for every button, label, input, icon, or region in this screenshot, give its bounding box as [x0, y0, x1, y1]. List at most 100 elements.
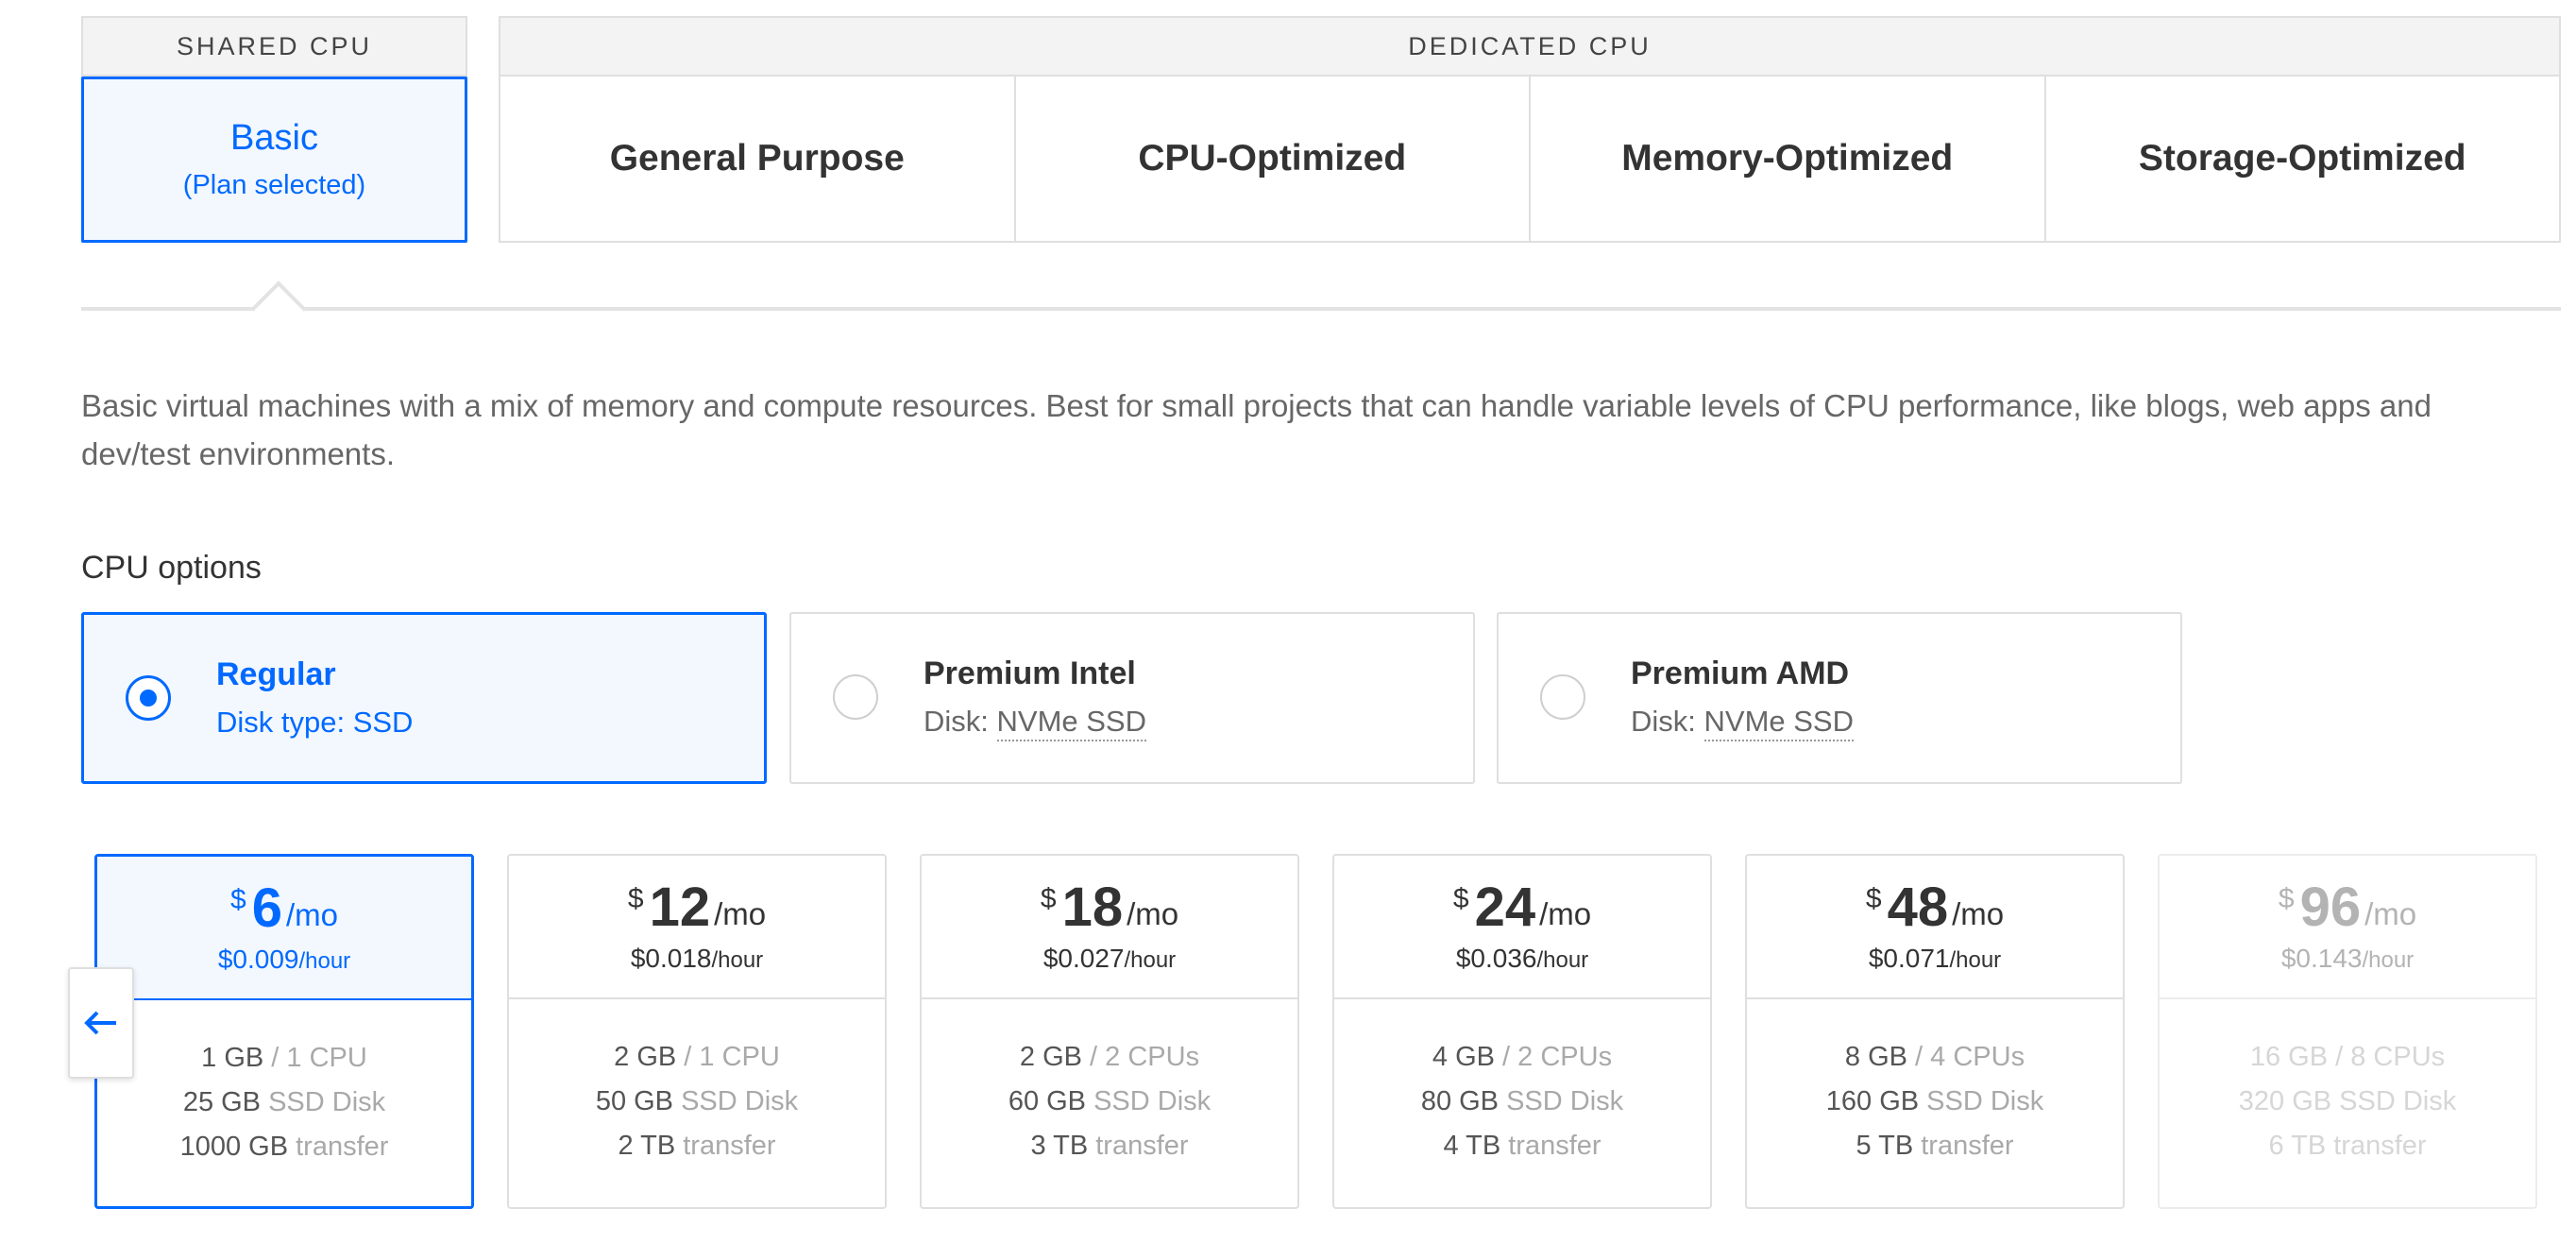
- tab-pointer: [250, 281, 307, 337]
- cpu-count: / 2 CPUs: [1082, 1042, 1200, 1072]
- disk-type: SSD Disk: [2331, 1086, 2457, 1116]
- monthly-price: 6: [251, 877, 282, 939]
- scroll-left-button[interactable]: [68, 967, 134, 1079]
- currency-symbol: $: [2278, 883, 2295, 914]
- per-hour: /hour: [711, 947, 764, 973]
- plan-card-12[interactable]: $12/mo $0.018/hour 2 GB / 1 CPU 50 GB SS…: [507, 854, 887, 1209]
- plan-card-6[interactable]: $6/mo $0.009/hour 1 GB / 1 CPU 25 GB SSD…: [94, 854, 474, 1209]
- transfer: 3 TB: [1030, 1131, 1089, 1161]
- radio-selected-icon[interactable]: [126, 675, 171, 721]
- plan-price: $96/mo $0.143/hour: [2160, 856, 2535, 999]
- transfer-label: transfer: [2326, 1131, 2427, 1161]
- hourly-price: $0.036: [1455, 944, 1537, 973]
- transfer-label: transfer: [1088, 1131, 1189, 1161]
- transfer: 1000 GB: [179, 1132, 289, 1162]
- plan-basic-tab[interactable]: Basic (Plan selected): [81, 77, 467, 243]
- plan-basic-status: (Plan selected): [182, 170, 366, 200]
- transfer: 6 TB: [2268, 1131, 2327, 1161]
- memory: 2 GB: [1019, 1042, 1082, 1072]
- tab-divider: [81, 307, 2561, 311]
- disk-label: Disk:: [1631, 705, 1704, 738]
- per-month: /mo: [1127, 896, 1179, 931]
- shared-cpu-header: SHARED CPU: [83, 18, 466, 77]
- currency-symbol: $: [1040, 883, 1057, 914]
- currency-symbol: $: [627, 883, 644, 914]
- currency-symbol: $: [1865, 883, 1882, 914]
- disk-type: SSD Disk: [1919, 1086, 2044, 1116]
- plan-general-purpose-tab[interactable]: General Purpose: [500, 77, 1016, 241]
- transfer: 4 TB: [1443, 1131, 1501, 1161]
- currency-symbol: $: [230, 884, 246, 915]
- disk-type-tooltip[interactable]: NVMe SSD: [1703, 705, 1854, 741]
- plan-specs: 1 GB / 1 CPU 25 GB SSD Disk 1000 GB tran…: [97, 1000, 471, 1169]
- plan-price: $48/mo $0.071/hour: [1747, 856, 2123, 999]
- plan-card-18[interactable]: $18/mo $0.027/hour 2 GB / 2 CPUs 60 GB S…: [920, 854, 1299, 1209]
- per-hour: /hour: [2362, 947, 2415, 973]
- disk-size: 60 GB: [1008, 1086, 1087, 1116]
- cpu-option-premium-amd[interactable]: Premium AMD Disk: NVMe SSD: [1497, 612, 2182, 784]
- disk-type: SSD Disk: [261, 1087, 386, 1117]
- cpu-option-disk: Disk: NVMe SSD: [924, 705, 1146, 741]
- memory: 8 GB: [1844, 1042, 1907, 1072]
- per-month: /mo: [1539, 896, 1592, 931]
- cpu-count: / 8 CPUs: [2328, 1042, 2446, 1072]
- cpu-option-name: Regular: [216, 656, 336, 692]
- disk-size: 25 GB: [182, 1087, 262, 1117]
- monthly-price: 12: [649, 877, 711, 938]
- shared-cpu-group: SHARED CPU Basic (Plan selected): [81, 16, 467, 243]
- disk-type: SSD Disk: [1086, 1086, 1212, 1116]
- per-hour: /hour: [1536, 947, 1589, 973]
- radio-unselected-icon[interactable]: [833, 674, 878, 720]
- plan-price: $24/mo $0.036/hour: [1334, 856, 1710, 999]
- radio-unselected-icon[interactable]: [1540, 674, 1585, 720]
- plan-specs: 8 GB / 4 CPUs 160 GB SSD Disk 5 TB trans…: [1747, 999, 2123, 1168]
- transfer-label: transfer: [1913, 1131, 2014, 1161]
- cpu-option-name: Premium Intel: [924, 656, 1136, 691]
- plan-price: $18/mo $0.027/hour: [922, 856, 1297, 999]
- disk-type: SSD Disk: [673, 1086, 799, 1116]
- cpu-options-title: CPU options: [81, 550, 262, 586]
- disk-size: 320 GB: [2238, 1086, 2332, 1116]
- memory: 1 GB: [201, 1043, 264, 1073]
- per-month: /mo: [2364, 896, 2417, 931]
- monthly-price: 48: [1887, 877, 1949, 938]
- cpu-option-disk: Disk: NVMe SSD: [1631, 705, 1854, 741]
- currency-symbol: $: [1452, 883, 1469, 914]
- disk-label: Disk:: [924, 705, 997, 738]
- cpu-option-regular[interactable]: Regular Disk type: SSD: [81, 612, 767, 784]
- hourly-price: $0.027: [1042, 944, 1125, 973]
- hourly-price: $0.018: [630, 944, 712, 973]
- per-hour: /hour: [1949, 947, 2002, 973]
- plan-storage-optimized-tab[interactable]: Storage-Optimized: [2138, 138, 2466, 179]
- cpu-count: / 4 CPUs: [1907, 1042, 2025, 1072]
- plan-specs: 16 GB / 8 CPUs 320 GB SSD Disk 6 TB tran…: [2160, 999, 2535, 1168]
- plan-card-96[interactable]: $96/mo $0.143/hour 16 GB / 8 CPUs 320 GB…: [2158, 854, 2537, 1209]
- plan-price: $12/mo $0.018/hour: [509, 856, 885, 999]
- cpu-option-premium-intel[interactable]: Premium Intel Disk: NVMe SSD: [789, 612, 1475, 784]
- per-month: /mo: [285, 897, 338, 932]
- dedicated-cpu-header: DEDICATED CPU: [500, 18, 2559, 77]
- monthly-price: 96: [2299, 877, 2362, 938]
- transfer-label: transfer: [1500, 1131, 1602, 1161]
- cpu-option-name: Premium AMD: [1631, 656, 1850, 691]
- cpu-count: / 2 CPUs: [1495, 1042, 1613, 1072]
- plan-card-24[interactable]: $24/mo $0.036/hour 4 GB / 2 CPUs 80 GB S…: [1332, 854, 1712, 1209]
- transfer: 2 TB: [618, 1131, 676, 1161]
- per-month: /mo: [714, 896, 767, 931]
- plan-specs: 2 GB / 1 CPU 50 GB SSD Disk 2 TB transfe…: [509, 999, 885, 1168]
- per-hour: /hour: [1124, 947, 1177, 973]
- disk-size: 50 GB: [595, 1086, 674, 1116]
- per-month: /mo: [1952, 896, 2005, 931]
- cpu-count: / 1 CPU: [676, 1042, 780, 1072]
- hourly-price: $0.009: [217, 945, 299, 974]
- disk-size: 160 GB: [1825, 1086, 1920, 1116]
- cpu-count: / 1 CPU: [263, 1043, 367, 1073]
- plan-card-48[interactable]: $48/mo $0.071/hour 8 GB / 4 CPUs 160 GB …: [1745, 854, 2125, 1209]
- transfer-label: transfer: [675, 1131, 776, 1161]
- memory: 2 GB: [614, 1042, 677, 1072]
- plan-description: Basic virtual machines with a mix of mem…: [81, 388, 2432, 471]
- dedicated-cpu-group: DEDICATED CPU General Purpose CPU-Optimi…: [499, 16, 2561, 243]
- disk-type-tooltip[interactable]: NVMe SSD: [996, 705, 1146, 741]
- plan-cpu-optimized-tab[interactable]: CPU-Optimized: [1016, 77, 1531, 241]
- plan-memory-optimized-tab[interactable]: Memory-Optimized: [1531, 77, 2046, 241]
